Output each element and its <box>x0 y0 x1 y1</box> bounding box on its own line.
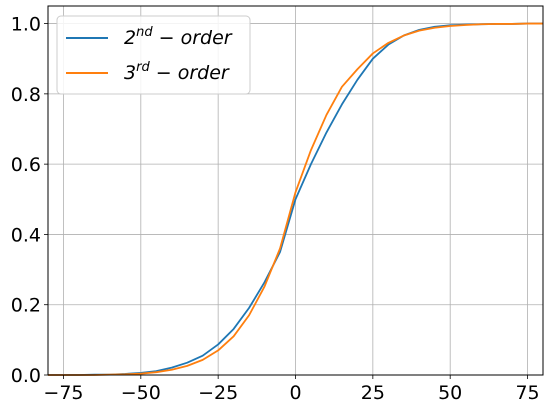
y-tick-label: 0.6 <box>11 154 41 176</box>
y-tick-label: 0.4 <box>11 224 41 246</box>
legend-label-superscript: nd <box>136 25 153 40</box>
legend-label-rest: − order <box>153 27 233 49</box>
x-tick-label: 25 <box>361 382 385 404</box>
x-tick-label: 75 <box>515 382 539 404</box>
x-tick-label: −75 <box>43 382 83 404</box>
x-tick-label: 0 <box>289 382 301 404</box>
y-tick-label: 1.0 <box>11 14 41 36</box>
x-tick-label: −50 <box>121 382 161 404</box>
x-tick-label: −25 <box>198 382 238 404</box>
legend-label-rest: − order <box>150 62 230 84</box>
legend-label-base: 2 <box>124 27 136 49</box>
legend-label-base: 3 <box>124 62 136 84</box>
y-tick-label: 0.2 <box>11 295 41 317</box>
legend-label-superscript: rd <box>136 60 150 75</box>
y-tick-label: 0.0 <box>11 365 41 387</box>
y-tick-label: 0.8 <box>11 84 41 106</box>
x-tick-label: 50 <box>438 382 462 404</box>
legend: 2nd − order 3rd − order <box>57 16 250 94</box>
